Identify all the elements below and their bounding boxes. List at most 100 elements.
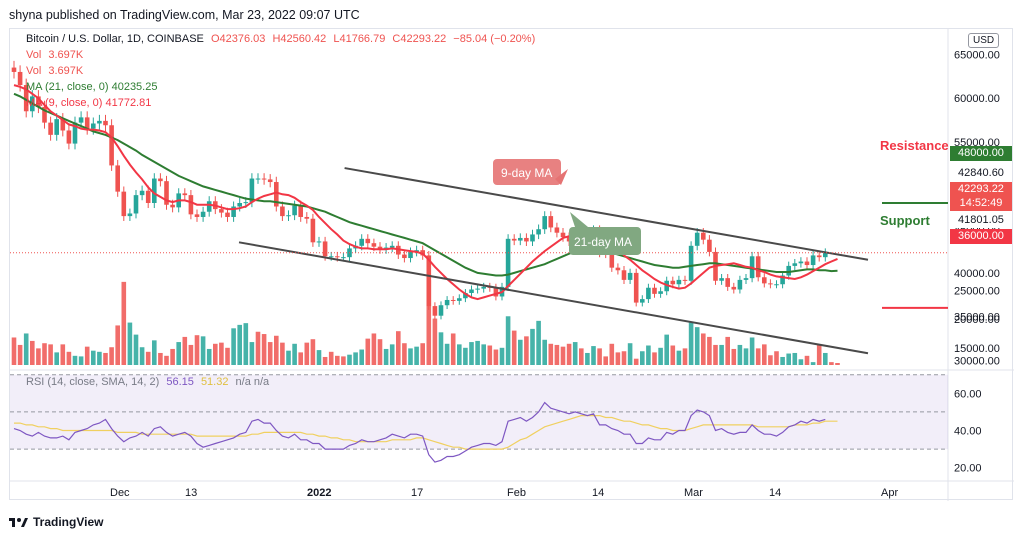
ma9-callout-pointer — [555, 169, 568, 185]
volume-bar — [609, 343, 615, 365]
candle-body — [237, 203, 242, 207]
candle-body — [481, 286, 486, 289]
candle-body — [328, 256, 334, 258]
volume-bar — [359, 349, 364, 365]
volume-bar — [42, 343, 47, 365]
candle-body — [17, 71, 23, 86]
candle-body — [426, 255, 432, 307]
candle-body — [457, 298, 462, 301]
volume-bar — [377, 339, 383, 365]
volume-bar — [152, 340, 157, 365]
rsi-value: 56.15 — [166, 376, 194, 388]
tradingview-brand: TradingView — [33, 515, 104, 529]
candle-body — [646, 287, 651, 300]
candle-body — [786, 265, 791, 276]
volume-bar — [536, 320, 541, 365]
volume-bar — [694, 327, 700, 365]
volume-bar — [652, 352, 657, 365]
volume-bar — [127, 322, 133, 365]
volume-bar — [737, 344, 743, 365]
last-price-tag: 42293.22 — [950, 182, 1012, 197]
candle-body — [194, 214, 200, 217]
volume-bar — [701, 333, 706, 365]
candle-body — [133, 195, 139, 214]
volume-bar — [54, 352, 59, 365]
candle-body — [633, 272, 639, 303]
volume-bar — [188, 344, 194, 365]
ma21-callout-pointer — [570, 212, 588, 227]
candle-body — [139, 190, 145, 196]
volume-bar — [78, 356, 84, 365]
candle-body — [97, 120, 102, 124]
upper-price-tag: 42840.60 — [950, 166, 1012, 181]
volume-bar — [554, 344, 560, 365]
volume-bar — [396, 331, 401, 365]
support-label: Support — [880, 213, 930, 228]
candle-body — [292, 205, 297, 216]
candle-body — [402, 254, 407, 259]
candle-body — [792, 263, 798, 266]
candle-body — [335, 256, 340, 258]
volume-bar — [621, 351, 627, 365]
volume-bar — [603, 356, 608, 365]
volume-legend-2[interactable]: Vol 3.697K — [26, 65, 87, 77]
currency-badge[interactable]: USD — [968, 33, 1000, 48]
candle-body — [688, 245, 694, 281]
volume-bar — [542, 339, 547, 365]
candle-body — [450, 299, 456, 301]
volume-bar — [481, 344, 486, 365]
time-tick-label: Mar — [684, 487, 703, 499]
volume-bar — [658, 347, 663, 365]
volume-bar — [768, 355, 773, 365]
candle-body — [780, 275, 785, 285]
volume-bar — [353, 352, 358, 365]
volume-bar — [682, 348, 688, 365]
volume-bar — [66, 351, 72, 365]
volume-bar — [322, 356, 328, 365]
volume-bar — [328, 351, 334, 365]
volume-bar — [231, 328, 236, 365]
volume-bar — [816, 344, 822, 365]
candle-body — [243, 202, 249, 204]
rsi-tick-label: 60.00 — [954, 388, 982, 400]
candle-body — [743, 278, 749, 280]
volume-bar — [402, 343, 407, 365]
pair-title[interactable]: Bitcoin / U.S. Dollar, 1D, COINBASE — [26, 33, 204, 45]
candle-body — [542, 216, 547, 230]
volume-bar — [365, 338, 371, 365]
volume-bar — [60, 344, 66, 365]
ma21-callout-box — [569, 227, 641, 255]
rsi-tick-label: 40.00 — [954, 426, 982, 438]
volume-bar — [438, 332, 444, 365]
candle-body — [249, 178, 255, 203]
candle-body — [652, 287, 657, 294]
volume-bar — [176, 342, 181, 365]
candle-body — [341, 257, 346, 259]
support-price-tag: 36000.00 — [950, 229, 1012, 244]
chart-frame[interactable]: 30000.0035000.0040000.0045000.0050000.00… — [9, 28, 1014, 501]
volume-bar — [255, 331, 261, 365]
price-tick-label: 60000.00 — [954, 93, 1000, 105]
candle-body — [505, 238, 511, 287]
candle-body — [768, 283, 773, 285]
volume-bar — [499, 347, 505, 365]
candle-body — [438, 305, 444, 316]
candle-body — [493, 287, 499, 297]
candle-body — [304, 216, 310, 219]
tradingview-footer[interactable]: TradingView — [9, 515, 103, 529]
volume-bar — [676, 350, 682, 365]
volume-bar — [780, 356, 785, 365]
ma21-legend[interactable]: MA (21, close, 0) 40235.25 — [26, 81, 158, 93]
candle-body — [823, 252, 828, 258]
rsi-legend[interactable]: RSI (14, close, SMA, 14, 2) 56.15 51.32 … — [26, 376, 273, 388]
candle-body — [554, 227, 560, 233]
volume-bar — [469, 342, 474, 365]
ma9-legend[interactable]: MA (9, close, 0) 41772.81 — [26, 97, 152, 109]
chart-canvas[interactable]: 30000.0035000.0040000.0045000.0050000.00… — [10, 29, 1014, 501]
candle-body — [377, 246, 383, 250]
candle-body — [48, 122, 53, 135]
volume-bar — [579, 348, 584, 365]
volume-bar — [548, 343, 554, 365]
volume-legend[interactable]: Vol 3.697K — [26, 49, 87, 61]
volume-bar — [213, 343, 218, 365]
